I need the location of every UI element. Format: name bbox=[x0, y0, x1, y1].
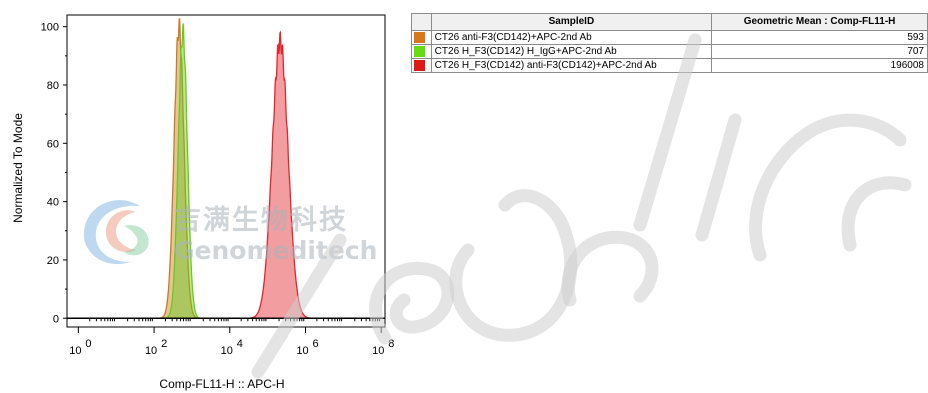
histogram-series-2 bbox=[161, 23, 204, 319]
x-tick-label: 10 bbox=[69, 345, 81, 357]
plot-frame bbox=[66, 14, 386, 328]
header-sample-id: SampleID bbox=[430, 13, 713, 31]
table-row: CT26 anti-F3(CD142)+APC-2nd Ab 593 bbox=[411, 30, 928, 45]
x-tick-exponent: 8 bbox=[388, 338, 394, 350]
y-tick-label: 0 bbox=[53, 313, 59, 325]
y-tick-label: 40 bbox=[47, 197, 59, 209]
histogram-chart: 0 20 40 60 80 100 10 0 10 2 10 4 10 6 10 8 Normalized T… bbox=[0, 0, 400, 393]
x-tick-exponent: 0 bbox=[85, 338, 91, 350]
sample-name: CT26 H_F3(CD142) H_IgG+APC-2nd Ab bbox=[430, 44, 713, 59]
x-axis-title: Comp-FL11-H :: APC-H bbox=[159, 377, 284, 391]
chart-axes bbox=[66, 14, 386, 328]
x-tick-label: 10 bbox=[372, 345, 384, 357]
sample-legend-table: SampleID Geometric Mean : Comp-FL11-H CT… bbox=[411, 13, 928, 73]
sample-name: CT26 H_F3(CD142) anti-F3(CD142)+APC-2nd … bbox=[430, 58, 713, 73]
table-header-row: SampleID Geometric Mean : Comp-FL11-H bbox=[411, 13, 928, 31]
y-axis-title: Normalized To Mode bbox=[11, 113, 25, 223]
x-tick-label: 10 bbox=[145, 345, 157, 357]
y-tick-label: 80 bbox=[47, 80, 59, 92]
table-row: CT26 H_F3(CD142) anti-F3(CD142)+APC-2nd … bbox=[411, 58, 928, 73]
x-tick-label: 10 bbox=[296, 345, 308, 357]
histogram-series-1 bbox=[156, 18, 202, 319]
series-color-swatch bbox=[414, 32, 425, 43]
table-row: CT26 H_F3(CD142) H_IgG+APC-2nd Ab 707 bbox=[411, 44, 928, 59]
header-geometric-mean: Geometric Mean : Comp-FL11-H bbox=[711, 13, 928, 31]
geometric-mean-value: 196008 bbox=[711, 58, 928, 73]
header-swatch-cell bbox=[411, 13, 432, 31]
histogram-series-3 bbox=[243, 30, 317, 319]
series-color-swatch bbox=[414, 46, 425, 57]
x-tick-exponent: 2 bbox=[161, 338, 167, 350]
x-tick-label: 10 bbox=[221, 345, 233, 357]
histogram-fills bbox=[156, 18, 317, 319]
y-tick-label: 100 bbox=[41, 22, 59, 34]
x-tick-exponent: 6 bbox=[313, 338, 319, 350]
sample-name: CT26 anti-F3(CD142)+APC-2nd Ab bbox=[430, 30, 713, 45]
y-tick-label: 20 bbox=[47, 255, 59, 267]
geometric-mean-value: 707 bbox=[711, 44, 928, 59]
geometric-mean-value: 593 bbox=[711, 30, 928, 45]
x-tick-exponent: 4 bbox=[237, 338, 243, 350]
series-color-swatch bbox=[414, 60, 425, 71]
y-tick-label: 60 bbox=[47, 138, 59, 150]
